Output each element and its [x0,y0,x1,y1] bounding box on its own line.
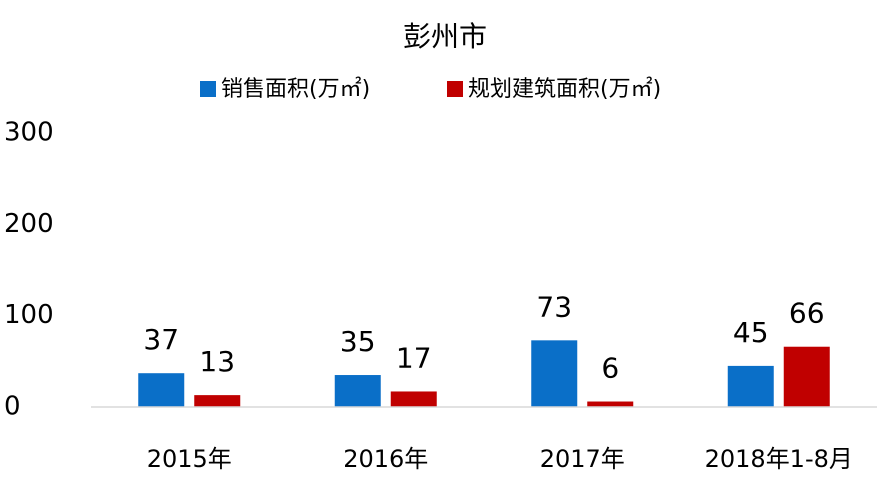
y-tick-label: 100 [4,300,54,330]
chart-title: 彭州市 [403,20,487,53]
value-label: 73 [536,290,572,323]
bar [727,365,774,407]
bar [194,395,241,407]
legend-swatch [200,81,216,97]
value-label: 6 [601,352,619,385]
y-tick-label: 0 [4,392,21,422]
x-tick-label: 2017年 [540,445,625,473]
bar [334,375,381,407]
value-label: 35 [340,325,376,358]
value-label: 37 [143,323,179,356]
bar [587,401,634,407]
value-label: 66 [789,297,825,330]
y-tick-label: 200 [4,209,54,239]
legend-label: 规划建筑面积(万㎡) [468,76,661,102]
y-tick-label: 300 [4,118,54,148]
legend-label: 销售面积(万㎡) [221,76,370,102]
bar [138,373,185,407]
value-label: 45 [733,316,769,349]
bar [390,391,437,407]
bar [531,340,578,407]
value-label: 13 [199,345,235,378]
value-label: 17 [396,341,432,374]
x-tick-label: 2018年1-8月 [705,445,853,473]
x-tick-label: 2016年 [343,445,428,473]
bar [783,346,830,407]
legend-swatch [447,81,463,97]
x-tick-label: 2015年 [147,445,232,473]
